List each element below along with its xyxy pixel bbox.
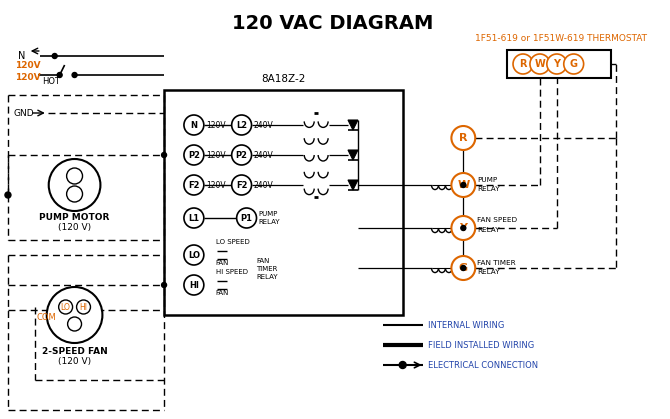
Text: (120 V): (120 V) [58, 222, 91, 232]
Text: ELECTRICAL CONNECTION: ELECTRICAL CONNECTION [427, 360, 537, 370]
Text: 120V: 120V [15, 60, 41, 70]
Text: N: N [18, 51, 25, 61]
Text: FAN: FAN [215, 290, 228, 296]
Circle shape [5, 192, 11, 198]
Text: 240V: 240V [253, 181, 273, 189]
Text: RELAY: RELAY [257, 274, 278, 280]
Circle shape [461, 266, 466, 271]
Text: P1: P1 [241, 214, 253, 222]
Text: 120V: 120V [206, 150, 225, 160]
Text: 120V: 120V [15, 73, 41, 83]
Text: COM: COM [37, 313, 57, 321]
Circle shape [161, 282, 167, 287]
Text: FAN TIMER: FAN TIMER [477, 260, 516, 266]
Text: W: W [457, 180, 470, 190]
Circle shape [452, 256, 475, 280]
Text: 8A18Z-2: 8A18Z-2 [261, 74, 306, 84]
Text: 120V: 120V [206, 181, 225, 189]
Circle shape [452, 126, 475, 150]
Text: (120 V): (120 V) [58, 357, 91, 365]
Text: PUMP: PUMP [477, 177, 498, 183]
Bar [164, 90, 403, 315]
Circle shape [452, 173, 475, 197]
Circle shape [68, 317, 82, 331]
Circle shape [461, 225, 466, 230]
Circle shape [66, 168, 82, 184]
Circle shape [237, 208, 257, 228]
Circle shape [184, 175, 204, 195]
Text: P2: P2 [236, 150, 248, 160]
Circle shape [461, 183, 466, 187]
Circle shape [232, 175, 251, 195]
Text: FAN: FAN [215, 260, 228, 266]
Text: G: G [570, 59, 578, 69]
Text: TIMER: TIMER [257, 266, 278, 272]
Text: PUMP MOTOR: PUMP MOTOR [40, 212, 110, 222]
Circle shape [530, 54, 550, 74]
Circle shape [184, 115, 204, 135]
Circle shape [57, 72, 62, 78]
Text: L1: L1 [188, 214, 200, 222]
Text: LO: LO [61, 303, 70, 311]
Circle shape [184, 275, 204, 295]
Circle shape [547, 54, 567, 74]
Text: INTERNAL WIRING: INTERNAL WIRING [427, 321, 504, 329]
Text: HOT: HOT [42, 78, 60, 86]
Circle shape [184, 245, 204, 265]
Text: RELAY: RELAY [477, 186, 500, 192]
Text: 240V: 240V [253, 150, 273, 160]
Text: 120 VAC DIAGRAM: 120 VAC DIAGRAM [232, 14, 433, 33]
Text: W: W [535, 59, 545, 69]
Text: 2-SPEED FAN: 2-SPEED FAN [42, 347, 107, 355]
Circle shape [72, 72, 77, 78]
Circle shape [76, 300, 90, 314]
Circle shape [52, 54, 57, 59]
Circle shape [513, 54, 533, 74]
Polygon shape [348, 120, 358, 130]
Circle shape [49, 159, 100, 211]
Bar [507, 50, 612, 78]
Circle shape [232, 115, 251, 135]
Circle shape [563, 54, 584, 74]
Circle shape [59, 300, 72, 314]
Polygon shape [348, 150, 358, 160]
Text: FAN SPEED: FAN SPEED [477, 217, 517, 223]
Circle shape [47, 287, 103, 343]
Text: PUMP: PUMP [259, 211, 278, 217]
Text: GND: GND [14, 109, 35, 117]
Text: P2: P2 [188, 150, 200, 160]
Text: Y: Y [553, 59, 560, 69]
Text: G: G [459, 263, 468, 273]
Circle shape [184, 145, 204, 165]
Text: HI: HI [80, 303, 88, 311]
Circle shape [184, 208, 204, 228]
Circle shape [399, 362, 406, 368]
Text: Y: Y [460, 223, 467, 233]
Text: RELAY: RELAY [477, 227, 500, 233]
Text: R: R [459, 133, 468, 143]
Text: FIELD INSTALLED WIRING: FIELD INSTALLED WIRING [427, 341, 534, 349]
Text: F2: F2 [188, 181, 200, 189]
Text: RELAY: RELAY [477, 269, 500, 275]
Text: LO: LO [188, 251, 200, 259]
Circle shape [452, 216, 475, 240]
Circle shape [232, 145, 251, 165]
Text: HI: HI [189, 280, 199, 290]
Text: HI SPEED: HI SPEED [216, 269, 248, 275]
Text: 1F51-619 or 1F51W-619 THERMOSTAT: 1F51-619 or 1F51W-619 THERMOSTAT [475, 34, 647, 43]
Text: R: R [519, 59, 527, 69]
Text: 120V: 120V [206, 121, 225, 129]
Polygon shape [348, 180, 358, 190]
Text: F2: F2 [236, 181, 247, 189]
Circle shape [66, 186, 82, 202]
Text: FAN: FAN [257, 258, 270, 264]
Circle shape [161, 153, 167, 158]
Text: LO SPEED: LO SPEED [216, 239, 249, 245]
Text: RELAY: RELAY [259, 219, 280, 225]
Text: N: N [190, 121, 198, 129]
Text: L2: L2 [236, 121, 247, 129]
Text: 240V: 240V [253, 121, 273, 129]
